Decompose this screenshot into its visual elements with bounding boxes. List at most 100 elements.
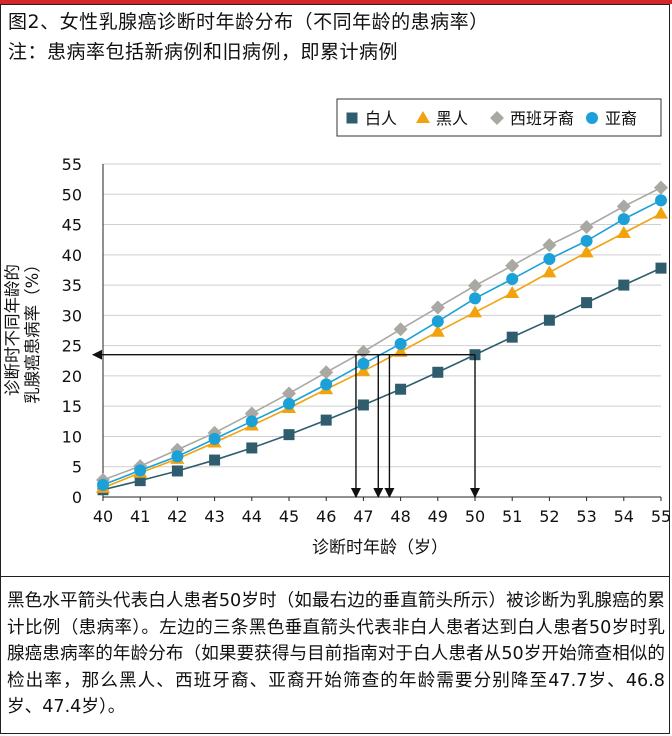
x-tick-label: 55: [651, 507, 671, 526]
series-3: [97, 194, 667, 491]
data-point: [432, 366, 444, 378]
series-line: [102, 267, 662, 491]
series-0: [97, 262, 667, 496]
data-point: [357, 357, 370, 370]
data-point: [616, 199, 631, 214]
y-tick-label: 25: [62, 337, 82, 356]
y-tick-label: 45: [62, 216, 82, 235]
data-point: [320, 378, 333, 391]
figure-subtitle: 注：患病率包括新病例和旧病例，即累计病例: [8, 41, 399, 63]
data-point: [430, 300, 445, 315]
legend-marker: [490, 111, 504, 125]
series-lines: [96, 180, 668, 496]
data-point: [394, 337, 407, 350]
x-tick-label: 43: [204, 507, 224, 526]
data-point: [134, 464, 147, 477]
x-tick-label: 42: [167, 507, 187, 526]
data-point: [393, 344, 408, 357]
x-tick-label: 40: [93, 507, 113, 526]
y-tick-label: 5: [72, 458, 82, 477]
axis-labels: 诊断时年龄（岁） 诊断时不同年龄的 乳腺癌患病率（%）: [3, 256, 448, 558]
data-point: [469, 292, 481, 305]
legend-label: 黑人: [436, 109, 468, 128]
y-tick-label: 30: [62, 306, 82, 325]
data-point: [282, 386, 296, 401]
data-point: [506, 331, 518, 343]
legend-label: 白人: [365, 109, 397, 128]
data-point: [468, 305, 482, 318]
data-point: [654, 180, 668, 195]
x-tick-label: 45: [279, 507, 299, 526]
data-point: [319, 365, 334, 380]
series-line: [102, 212, 662, 489]
data-point: [209, 454, 221, 466]
y-axis-title-line: 乳腺癌患病率（%）: [23, 256, 42, 404]
series-line: [102, 199, 662, 486]
y-tick-label: 0: [72, 488, 82, 507]
data-point: [542, 265, 557, 278]
x-tick-label: 51: [502, 507, 522, 526]
data-point: [655, 262, 667, 274]
data-point: [356, 344, 371, 359]
y-tick-label: 20: [62, 367, 82, 386]
data-point: [505, 285, 520, 298]
y-tick-label: 50: [62, 185, 82, 204]
data-point: [430, 324, 445, 337]
data-point: [356, 364, 371, 377]
x-tick-label: 53: [576, 507, 596, 526]
annotation-arrows: [92, 349, 480, 498]
data-point: [581, 297, 593, 309]
top-accent-bar: [0, 0, 672, 4]
x-tick-label: 47: [353, 507, 373, 526]
data-point: [171, 450, 184, 463]
figure-note: 黑色水平箭头代表白人患者50岁时（如最右边的垂直箭头所示）被诊断为乳腺癌的累计比…: [7, 591, 665, 717]
data-point: [320, 414, 332, 426]
y-tick-label: 15: [62, 397, 82, 416]
x-tick-label: 50: [465, 507, 485, 526]
x-tick-label: 48: [390, 507, 410, 526]
data-point: [395, 383, 407, 395]
y-tick-label: 35: [62, 276, 82, 295]
x-tick-label: 52: [539, 507, 559, 526]
y-tick-label: 55: [62, 155, 82, 174]
figure-title: 图2、女性乳腺癌诊断时年龄分布（不同年龄的患病率）: [8, 11, 489, 33]
data-point: [618, 279, 630, 291]
axes: 0 5 10 15 20 25 30 35 40 45 50 55 40 41 42 43 44 45 46 47 48…: [62, 155, 672, 526]
data-point: [542, 238, 557, 253]
data-point: [468, 278, 482, 293]
data-point: [431, 315, 444, 328]
x-tick-label: 54: [614, 507, 634, 526]
x-tick-label: 41: [130, 507, 150, 526]
data-point: [580, 234, 593, 247]
line-chart: 0 5 10 15 20 25 30 35 40 45 50 55 40 41 42 43 44 45 46 47 48…: [3, 98, 672, 558]
data-point: [134, 475, 146, 487]
data-point: [579, 219, 594, 234]
data-point: [543, 314, 555, 326]
legend: 白人 黑人 西班牙裔 亚裔: [336, 98, 662, 137]
data-point: [171, 465, 183, 477]
x-tick-label: 46: [316, 507, 336, 526]
data-point: [283, 397, 295, 410]
series-2: [96, 180, 668, 488]
data-point: [505, 258, 520, 273]
note-divider: [0, 576, 670, 577]
legend-marker: [586, 112, 598, 124]
data-point: [506, 273, 519, 286]
data-point: [579, 245, 594, 258]
data-point: [655, 194, 667, 207]
data-point: [543, 253, 556, 266]
legend-label: 亚裔: [605, 109, 637, 128]
data-point: [357, 399, 369, 411]
data-point: [245, 415, 258, 428]
data-point: [393, 322, 408, 337]
data-point: [617, 213, 630, 226]
legend-marker: [346, 112, 358, 124]
gridlines: [103, 163, 661, 498]
x-tick-label: 44: [242, 507, 262, 526]
series-line: [102, 186, 662, 481]
legend-box: [336, 98, 662, 137]
data-point: [208, 432, 221, 445]
figure-frame: [0, 4, 670, 734]
data-point: [283, 429, 295, 441]
legend-marker: [416, 111, 430, 123]
